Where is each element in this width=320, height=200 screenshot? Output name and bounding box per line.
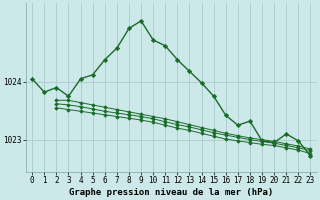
X-axis label: Graphe pression niveau de la mer (hPa): Graphe pression niveau de la mer (hPa) [69,188,274,197]
